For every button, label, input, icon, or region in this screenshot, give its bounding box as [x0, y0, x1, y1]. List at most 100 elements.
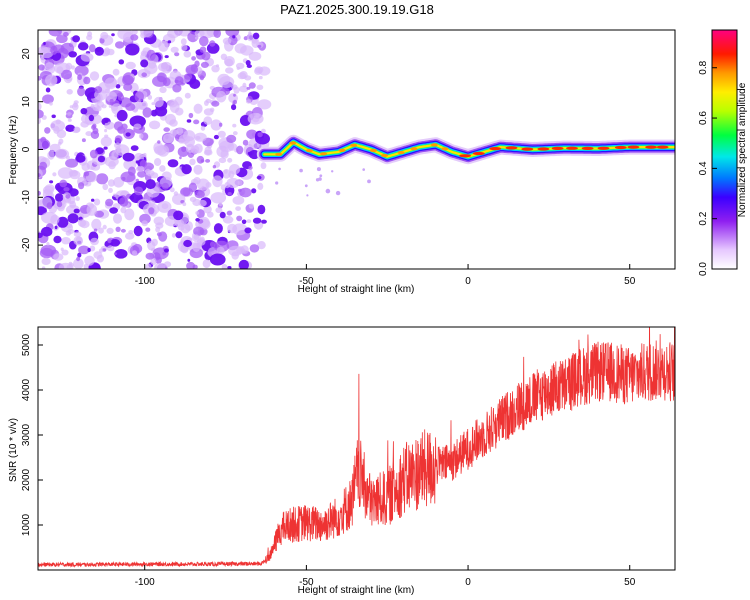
noise-blob: [38, 138, 51, 150]
noise-blob: [164, 55, 169, 59]
noise-blob: [43, 41, 46, 46]
noise-blob: [169, 187, 175, 193]
noise-blob: [91, 198, 95, 202]
noise-blob: [113, 252, 117, 256]
noise-blob: [233, 86, 240, 94]
noise-blob: [146, 49, 156, 61]
noise-blob: [125, 61, 136, 70]
noise-blob: [167, 159, 179, 168]
noise-blob: [41, 257, 51, 265]
noise-blob: [51, 114, 56, 119]
noise-blob: [225, 67, 234, 74]
noise-blob: [39, 247, 54, 259]
noise-blob: [157, 200, 172, 213]
noise-blob: [159, 86, 167, 94]
noise-blob: [85, 131, 93, 137]
noise-blob: [188, 182, 198, 193]
signal-peak: [350, 143, 358, 147]
noise-blob: [257, 44, 262, 48]
noise-blob: [45, 87, 51, 93]
noise-blob: [89, 44, 96, 53]
noise-blob: [210, 119, 222, 131]
noise-blob: [213, 134, 219, 140]
noise-blob: [73, 231, 82, 237]
noise-blob: [55, 193, 64, 202]
noise-blob: [155, 226, 161, 233]
noise-blob: [335, 190, 341, 196]
y-tick-label: 1000: [21, 513, 32, 536]
noise-blob: [96, 101, 105, 108]
noise-blob: [193, 164, 203, 175]
noise-blob: [54, 225, 58, 230]
noise-blob: [171, 233, 176, 238]
noise-blob: [80, 108, 88, 115]
noise-blob: [104, 128, 108, 133]
noise-blob: [199, 36, 209, 47]
noise-blob: [106, 245, 115, 252]
noise-blob: [239, 71, 248, 79]
noise-blob: [112, 68, 120, 76]
noise-blob: [153, 96, 164, 108]
noise-blob: [241, 219, 247, 225]
noise-blob: [119, 197, 129, 207]
noise-blob: [223, 169, 228, 174]
noise-blob: [194, 190, 205, 199]
noise-blob: [209, 253, 226, 266]
noise-blob: [133, 123, 142, 130]
noise-blob: [161, 61, 173, 74]
noise-blob: [161, 182, 169, 190]
signal-peak: [410, 147, 418, 151]
noise-blob: [125, 132, 131, 137]
noise-blob: [159, 165, 166, 172]
y-tick-label: 3000: [21, 423, 32, 446]
x-tick-label: 0: [465, 276, 471, 287]
noise-blob: [257, 204, 266, 215]
noise-speckle: [38, 30, 272, 269]
noise-blob: [248, 51, 262, 61]
noise-blob: [86, 203, 98, 216]
noise-blob: [163, 133, 174, 144]
noise-blob: [331, 170, 334, 173]
noise-blob: [258, 66, 271, 76]
noise-blob: [252, 32, 260, 40]
noise-blob: [77, 219, 87, 227]
noise-blob: [135, 165, 145, 172]
noise-blob: [89, 71, 100, 81]
noise-blob: [140, 59, 149, 68]
noise-blob: [257, 132, 263, 138]
noise-blob: [57, 216, 69, 228]
noise-blob: [50, 214, 60, 225]
noise-blob: [220, 145, 226, 152]
noise-blob: [86, 34, 93, 41]
noise-blob: [148, 207, 155, 215]
noise-blob: [154, 158, 162, 166]
noise-blob: [38, 117, 41, 125]
signal-peak: [566, 146, 578, 150]
noise-blob: [203, 116, 213, 125]
noise-blob: [260, 162, 267, 170]
noise-blob: [183, 239, 193, 248]
noise-blob: [63, 187, 70, 192]
noise-blob: [170, 81, 174, 85]
noise-blob: [117, 30, 133, 40]
noise-blob: [130, 145, 139, 152]
noise-blob: [53, 235, 62, 244]
noise-blob: [75, 196, 80, 202]
noise-blob: [174, 79, 179, 83]
noise-blob: [227, 223, 238, 234]
spectrogram-y-label: Frequency (Hz): [8, 116, 19, 185]
noise-blob: [192, 264, 198, 269]
noise-blob: [77, 252, 82, 258]
y-tick-label: 20: [21, 48, 32, 60]
noise-blob: [111, 150, 119, 159]
noise-blob: [92, 123, 97, 129]
noise-blob: [140, 50, 148, 57]
noise-blob: [67, 229, 75, 234]
noise-blob: [154, 145, 167, 156]
noise-blob: [229, 164, 241, 175]
noise-blob: [102, 224, 107, 230]
noise-blob: [154, 106, 168, 117]
noise-blob: [147, 94, 153, 100]
noise-blob: [203, 149, 213, 156]
noise-blob: [232, 35, 236, 39]
